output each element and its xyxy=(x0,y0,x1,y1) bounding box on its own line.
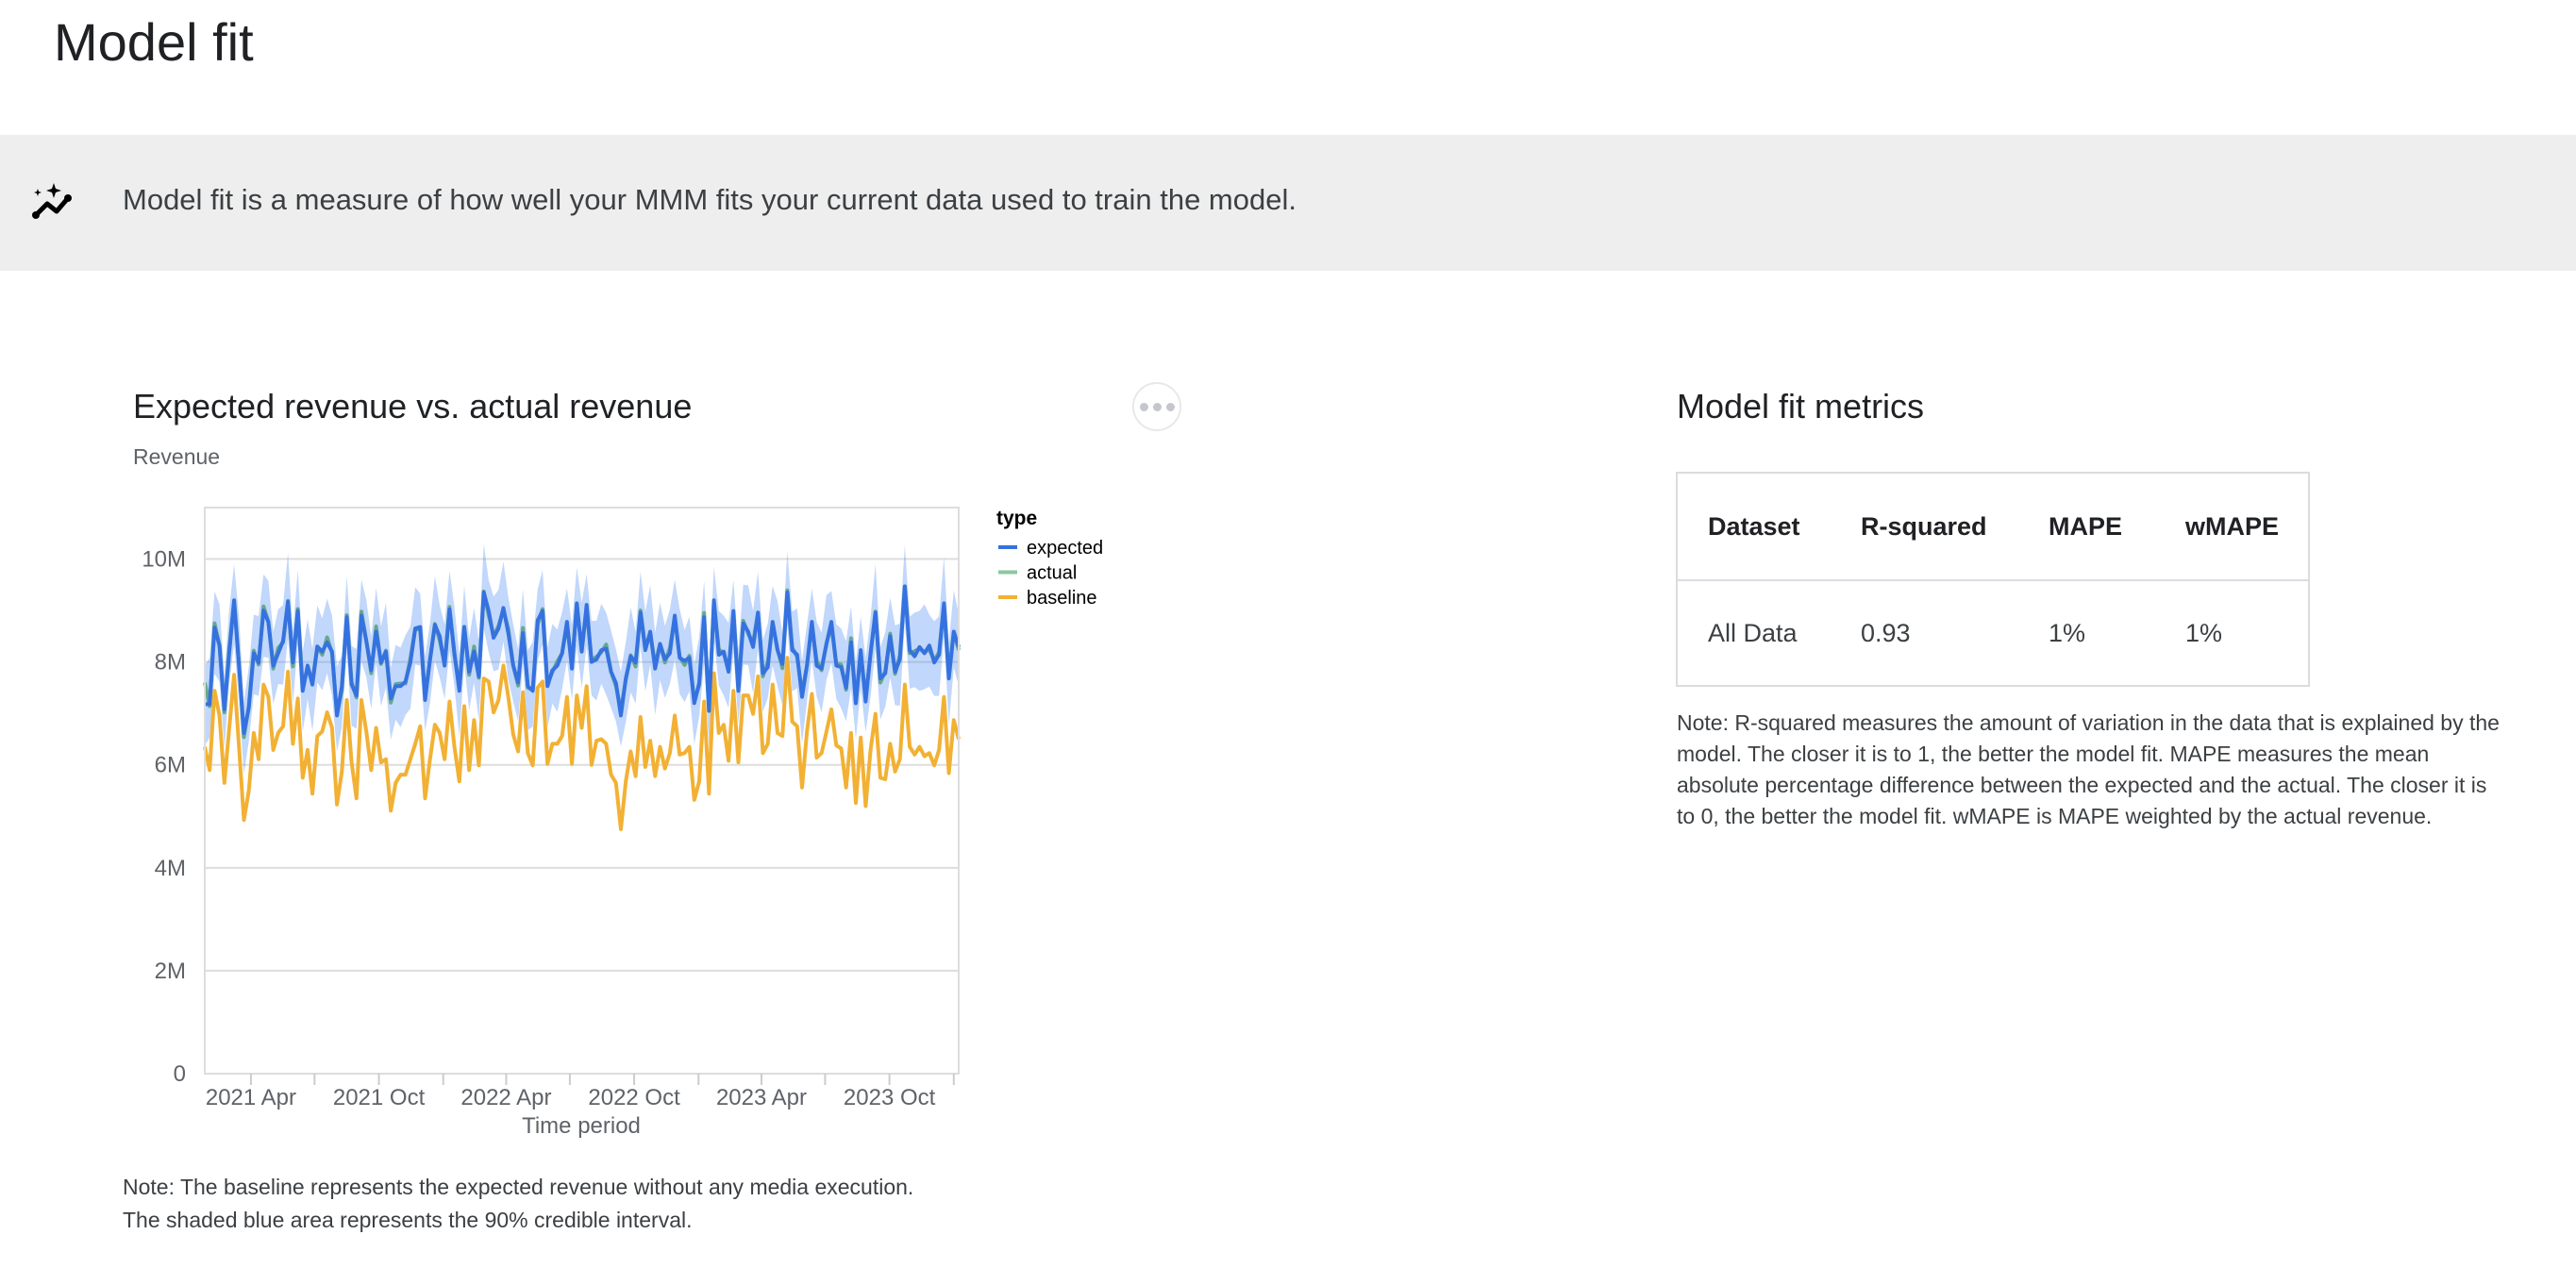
more-horizontal-icon xyxy=(1139,402,1148,411)
more-horizontal-icon xyxy=(1152,402,1162,411)
table-row: All Data 0.93 1% 1% xyxy=(1677,580,2309,686)
y-axis: 0 2M 4M 6M 8M 10M xyxy=(142,547,186,1087)
column-header-dataset: Dataset xyxy=(1677,473,1861,581)
x-tick-label: 2023 Apr xyxy=(716,1085,807,1110)
insights-sparkle-icon xyxy=(32,183,72,219)
legend-title: type xyxy=(996,508,1037,529)
info-banner xyxy=(0,135,2576,271)
cell-mape: 1% xyxy=(2049,618,2086,647)
credible-interval-band xyxy=(205,543,959,775)
y-tick-label: 8M xyxy=(155,650,186,676)
column-header-wmape: wMAPE xyxy=(2185,473,2309,581)
more-options-button[interactable] xyxy=(1132,382,1181,431)
chart-note-line-1: Note: The baseline represents the expect… xyxy=(123,1175,914,1199)
more-horizontal-icon xyxy=(1165,402,1175,411)
y-tick-label: 4M xyxy=(155,856,186,881)
cell-wmape: 1% xyxy=(2185,618,2223,647)
y-tick-label: 0 xyxy=(174,1061,186,1087)
series-lines xyxy=(203,584,961,831)
chart-title: Expected revenue vs. actual revenue xyxy=(133,387,693,425)
x-axis: 2021 Apr 2021 Oct 2022 Apr 2022 Oct 2023 Apr… xyxy=(206,1074,955,1110)
cell-r-squared: 0.93 xyxy=(1861,618,1911,647)
y-tick-label: 6M xyxy=(155,753,186,778)
legend-label-expected: expected xyxy=(1027,538,1103,559)
page-title: Model fit xyxy=(54,12,254,72)
column-header-mape: MAPE xyxy=(2049,473,2185,581)
metrics-note: Note: R-squared measures the amount of v… xyxy=(1677,710,2500,828)
x-tick-label: 2023 Oct xyxy=(844,1085,936,1110)
metrics-table: Dataset R-squared MAPE wMAPE All Data 0.… xyxy=(1676,472,2310,687)
cell-dataset: All Data xyxy=(1708,618,1798,647)
plot-frame xyxy=(204,507,960,1075)
y-tick-label: 2M xyxy=(155,959,186,984)
series-line-baseline xyxy=(203,656,961,831)
x-tick-label: 2022 Oct xyxy=(588,1085,680,1110)
series-line-expected xyxy=(205,584,961,735)
y-tick-label: 10M xyxy=(142,547,186,573)
x-axis-title: Time period xyxy=(522,1113,641,1139)
legend-label-actual: actual xyxy=(1027,563,1077,584)
column-header-r-squared: R-squared xyxy=(1861,473,2049,581)
legend-label-baseline: baseline xyxy=(1027,588,1097,609)
chart-note-line-2: The shaded blue area represents the 90% … xyxy=(123,1208,693,1232)
x-tick-label: 2021 Apr xyxy=(206,1085,296,1110)
metrics-title: Model fit metrics xyxy=(1677,387,1925,425)
banner-text: Model fit is a measure of how well your … xyxy=(123,183,1296,216)
y-axis-title: Revenue xyxy=(133,444,221,469)
table-header-row: Dataset R-squared MAPE wMAPE xyxy=(1677,473,2309,581)
legend: type expected actual baseline xyxy=(996,508,1103,609)
x-tick-label: 2021 Oct xyxy=(333,1085,426,1110)
credible-interval-area xyxy=(205,543,959,775)
x-tick-label: 2022 Apr xyxy=(460,1085,551,1110)
